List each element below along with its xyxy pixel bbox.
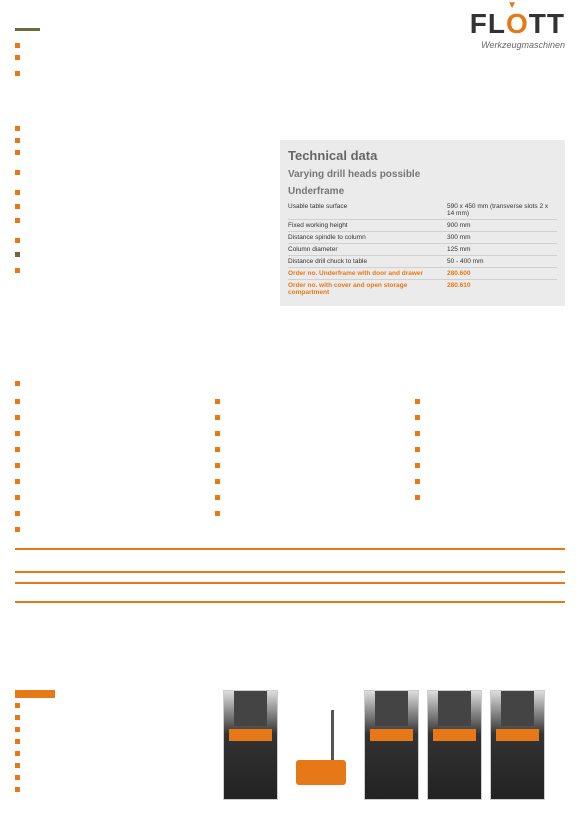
- top-left-bullets: [15, 28, 40, 82]
- logo: ▼ FLOTT Werkzeugmaschinen: [470, 8, 565, 50]
- green-bar-icon: [15, 28, 40, 31]
- tech-row-label: Usable table surface: [288, 203, 447, 217]
- tech-section-heading: Underframe: [288, 186, 557, 197]
- tech-title: Technical data: [288, 148, 557, 163]
- tech-row: Order no. with cover and open storage co…: [288, 280, 557, 298]
- tech-row: Fixed working height900 mm: [288, 220, 557, 232]
- tech-row-value: 280.610: [447, 282, 557, 296]
- pallet-truck-image: [286, 690, 356, 800]
- product-image: [490, 690, 545, 800]
- tech-row-value: 125 mm: [447, 246, 557, 253]
- divider-bar-icon: [15, 601, 565, 603]
- tech-row: Usable table surface590 x 450 mm (transv…: [288, 201, 557, 220]
- divider-bar-icon: [15, 571, 565, 573]
- tech-row-value: 300 mm: [447, 234, 557, 241]
- orange-tag-icon: [15, 690, 55, 698]
- tech-row: Column diameter125 mm: [288, 244, 557, 256]
- tech-row-label: Order no. Underframe with door and drawe…: [288, 270, 447, 277]
- tech-row-label: Fixed working height: [288, 222, 447, 229]
- tech-row-label: Order no. with cover and open storage co…: [288, 282, 447, 296]
- divider-bar-icon: [15, 582, 565, 584]
- tech-row-value: 50 - 400 mm: [447, 258, 557, 265]
- tech-row-value: 590 x 450 mm (transverse slots 2 x 14 mm…: [447, 203, 557, 217]
- tech-row-label: Column diameter: [288, 246, 447, 253]
- tech-rows: Usable table surface590 x 450 mm (transv…: [288, 201, 557, 298]
- divider-bar-icon: [15, 548, 565, 550]
- tech-row-value: 280.600: [447, 270, 557, 277]
- technical-data-panel: Technical data Varying drill heads possi…: [280, 140, 565, 306]
- product-image: [364, 690, 419, 800]
- bottom-left-list: [15, 690, 215, 800]
- mid-three-column: [15, 380, 565, 606]
- tech-row: Order no. Underframe with door and drawe…: [288, 268, 557, 280]
- brand-subtitle: Werkzeugmaschinen: [470, 40, 565, 50]
- tech-row-value: 900 mm: [447, 222, 557, 229]
- tech-row: Distance spindle to column300 mm: [288, 232, 557, 244]
- product-image: [427, 690, 482, 800]
- tech-row-label: Distance drill chuck to table: [288, 258, 447, 265]
- tech-row-label: Distance spindle to column: [288, 234, 447, 241]
- left-feature-list: [15, 125, 245, 279]
- bottom-product-row: [15, 690, 565, 800]
- tech-subtitle: Varying drill heads possible: [288, 169, 557, 180]
- tech-row: Distance drill chuck to table50 - 400 mm: [288, 256, 557, 268]
- product-image: [223, 690, 278, 800]
- brand-name: FLOTT: [470, 8, 565, 40]
